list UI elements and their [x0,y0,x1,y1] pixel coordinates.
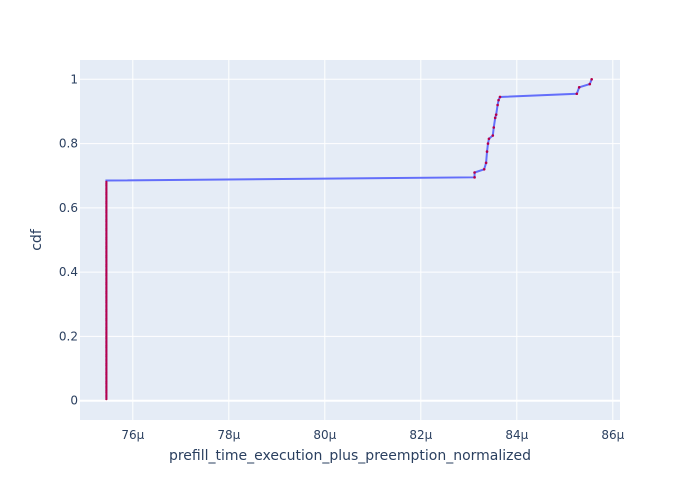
x-tick-label: 82µ [409,428,432,442]
data-point [494,113,498,116]
plot-background [80,60,620,420]
data-point [484,161,488,165]
grid [80,60,620,420]
data-point [492,126,496,129]
data-point [497,98,500,102]
y-tick-label: 0.4 [59,265,78,279]
data-point [588,82,592,86]
data-point [493,116,497,120]
data-point [496,103,499,107]
x-tick-label: 78µ [217,428,240,442]
data-point [473,176,476,179]
data-marks [105,77,593,401]
y-tick-label: 1 [70,72,78,86]
data-point [590,77,593,81]
y-tick-label: 0.6 [59,201,78,215]
data-point [577,86,581,89]
data-point [498,95,502,99]
x-tick-label: 86µ [601,428,624,442]
x-tick-labels: 76µ 78µ 80µ 82µ 84µ 86µ [121,428,624,442]
data-point [486,142,490,145]
data-point [105,180,108,183]
data-point [473,171,476,174]
x-tick-label: 76µ [121,428,144,442]
x-axis-title: prefill_time_execution_plus_preemption_n… [169,448,531,464]
data-point [491,134,495,137]
y-tick-label: 0.2 [59,329,78,343]
data-point [485,150,489,153]
y-tick-label: 0 [70,394,78,408]
y-tick-label: 0.8 [59,137,78,151]
data-point [575,92,579,96]
data-point [487,137,491,141]
cdf-line [105,78,593,400]
data-point [482,167,486,171]
x-tick-label: 84µ [505,428,528,442]
y-axis-title: cdf [29,228,45,251]
y-tick-labels: 0 0.2 0.4 0.6 0.8 1 [59,72,78,407]
x-tick-label: 80µ [313,428,336,442]
